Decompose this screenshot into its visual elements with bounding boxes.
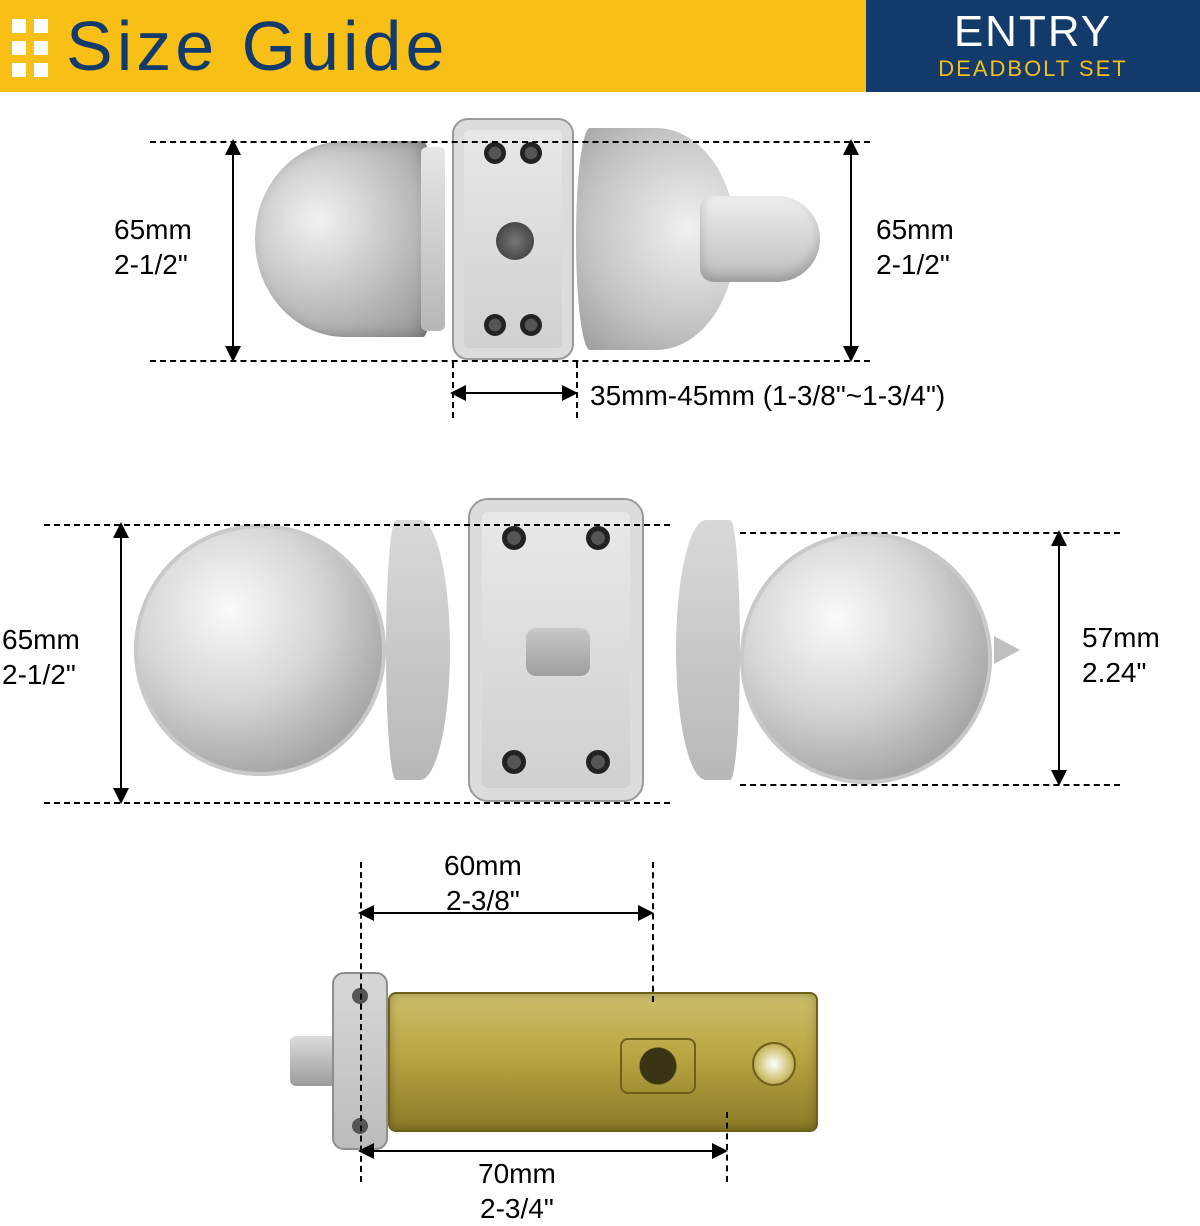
knob-rose-left — [386, 520, 450, 780]
dimension-label: 35mm-45mm (1-3/8"~1-3/4") — [590, 378, 945, 413]
header-left: Size Guide — [0, 0, 866, 92]
door-knob-right — [740, 532, 992, 784]
deadbolt-thumbturn — [700, 196, 820, 282]
dimension-label: 57mm2.24" — [1082, 620, 1160, 690]
keyhole-tip — [994, 636, 1020, 664]
deadbolt-cylinder — [255, 141, 435, 337]
dimension-label: 70mm2-3/4" — [478, 1156, 556, 1226]
dimension-label: 60mm2-3/8" — [444, 848, 522, 918]
dimension-label: 65mm2-1/2" — [114, 212, 192, 282]
diagram-canvas: 65mm2-1/2" 65mm2-1/2" 35mm-45mm (1-3/8"~… — [0, 92, 1200, 1193]
dimension-arrow — [232, 141, 234, 360]
deadbolt-strike-plate — [452, 118, 574, 360]
knob-rose-right — [676, 520, 740, 780]
dimension-arrow — [850, 141, 852, 360]
latch-bolt — [290, 1036, 336, 1086]
product-subtype: DEADBOLT SET — [938, 56, 1127, 82]
door-knob-left — [134, 524, 386, 776]
decorative-squares — [12, 19, 48, 77]
header-right: ENTRY DEADBOLT SET — [866, 0, 1200, 92]
dimension-label: 65mm2-1/2" — [2, 622, 80, 692]
dimension-label: 65mm2-1/2" — [876, 212, 954, 282]
guide-line — [652, 862, 654, 1002]
dimension-arrow — [360, 1150, 726, 1152]
product-type: ENTRY — [954, 10, 1112, 54]
dimension-arrow — [120, 524, 122, 802]
guide-line — [150, 141, 870, 143]
guide-line — [44, 524, 670, 526]
page-title: Size Guide — [66, 6, 448, 86]
guide-line — [44, 802, 670, 804]
dimension-arrow — [1058, 532, 1060, 784]
knob-strike-plate — [468, 498, 644, 802]
dimension-arrow — [452, 392, 576, 394]
guide-line — [150, 360, 870, 362]
latch-body — [388, 992, 818, 1132]
header: Size Guide ENTRY DEADBOLT SET — [0, 0, 1200, 92]
